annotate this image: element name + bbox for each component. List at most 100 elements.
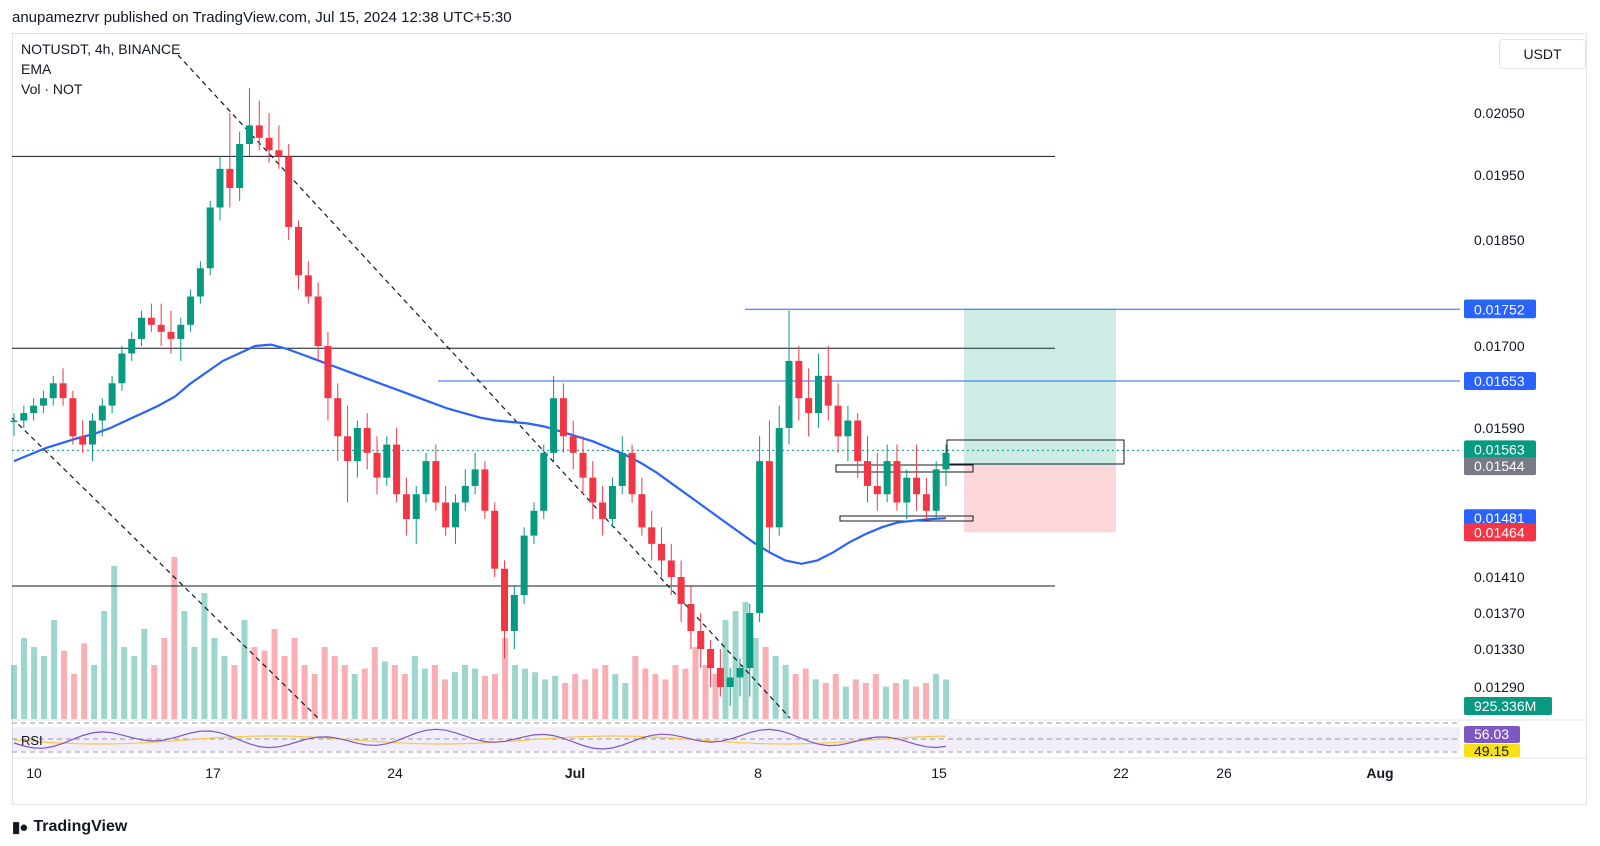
candle-body xyxy=(638,494,646,528)
volume-bar xyxy=(281,656,288,719)
volume-bar xyxy=(752,638,759,719)
candle-body xyxy=(520,535,528,595)
candle-body xyxy=(922,494,930,511)
rsi-badge-value: 56.03 xyxy=(1474,726,1509,742)
volume-bar xyxy=(471,668,478,719)
candle-body xyxy=(530,510,538,536)
candle-body xyxy=(59,383,67,399)
tradingview-logo-icon: ▮● xyxy=(12,819,28,836)
price-badge xyxy=(1464,372,1536,391)
volume-bar xyxy=(732,611,739,719)
candle-body xyxy=(756,461,764,613)
volume-bar xyxy=(31,647,38,719)
price-tick-label: 0.02050 xyxy=(1474,105,1525,121)
volume-bar xyxy=(592,668,599,719)
price-badge-value: 0.01464 xyxy=(1474,524,1525,540)
volume-bar xyxy=(401,674,408,719)
resistance-box xyxy=(835,464,974,473)
rsi-ma-line xyxy=(13,735,947,745)
candle-body xyxy=(834,405,842,437)
volume-bar xyxy=(832,674,839,719)
volume-bar xyxy=(421,668,428,719)
volume-bar xyxy=(922,683,929,719)
time-tick-label: 24 xyxy=(387,765,403,781)
volume-bar xyxy=(231,665,238,719)
legend-symbol[interactable]: NOTUSDT, 4h, BINANCE xyxy=(21,41,181,57)
stop-loss-zone xyxy=(964,466,1116,533)
currency-selector[interactable]: USDT xyxy=(1499,39,1586,69)
legend-volume[interactable]: Vol · NOT xyxy=(21,81,83,97)
candle-body xyxy=(648,527,656,544)
candle-body xyxy=(138,317,146,339)
volume-bar xyxy=(371,647,378,719)
volume-bar xyxy=(542,679,549,719)
candle-body xyxy=(196,268,204,297)
volume-bar xyxy=(21,638,28,719)
price-tick-label: 0.01330 xyxy=(1474,641,1525,657)
volume-bar xyxy=(81,643,88,719)
candle-body xyxy=(451,502,459,528)
volume-bar xyxy=(251,647,258,719)
candle-body xyxy=(785,360,793,428)
volume-bar xyxy=(512,665,519,719)
price-tick-label: 0.01370 xyxy=(1474,605,1525,621)
candle-body xyxy=(707,649,715,668)
volume-bar xyxy=(632,656,639,719)
candle-body xyxy=(334,398,342,437)
volume-bar xyxy=(391,665,398,719)
candle-body xyxy=(69,398,77,437)
volume-bar xyxy=(612,674,619,719)
candle-body xyxy=(589,477,597,503)
rsi-pane: RSI xyxy=(12,719,1587,759)
volume-bar xyxy=(892,683,899,719)
candle-body xyxy=(422,461,430,495)
volume-badge xyxy=(1464,697,1552,715)
candle-body xyxy=(657,543,665,561)
volume-bar xyxy=(602,665,609,719)
rsi-label: RSI xyxy=(21,733,43,748)
candle-body xyxy=(295,227,303,276)
tradingview-logo[interactable]: ▮● TradingView xyxy=(12,818,127,836)
volume-bar xyxy=(91,665,98,719)
volume-bar xyxy=(482,675,489,719)
candle-body xyxy=(20,413,28,421)
volume-bar xyxy=(582,679,589,719)
candle-body xyxy=(736,668,744,678)
candle-body xyxy=(275,150,283,157)
legend-ema[interactable]: EMA xyxy=(21,61,52,77)
volume-bar xyxy=(121,647,128,719)
time-tick-label: 10 xyxy=(26,765,42,781)
candle-body xyxy=(461,485,469,503)
price-badge xyxy=(1464,300,1536,319)
candle-body xyxy=(844,420,852,437)
volume-bar xyxy=(111,566,118,719)
candle-body xyxy=(873,485,881,495)
volume-bar xyxy=(181,611,188,719)
candle-body xyxy=(177,324,185,339)
volume-bar xyxy=(131,656,138,719)
candle-body xyxy=(206,207,214,269)
volume-bar xyxy=(71,674,78,719)
candle-body xyxy=(79,436,87,445)
candle-body xyxy=(510,595,518,631)
candle-body xyxy=(30,405,38,414)
price-badge-value: 0.01481 xyxy=(1474,510,1525,526)
price-tick-label: 0.01290 xyxy=(1474,679,1525,695)
volume-bar xyxy=(522,668,529,719)
volume-bar xyxy=(943,679,949,719)
time-tick-label: 26 xyxy=(1216,765,1232,781)
range-box xyxy=(946,439,1125,465)
volume-bar xyxy=(872,674,879,719)
time-tick-label: 8 xyxy=(754,765,762,781)
candle-body xyxy=(618,452,626,486)
volume-bar xyxy=(11,665,17,719)
volume-bar xyxy=(351,674,358,719)
candle-body xyxy=(501,568,509,631)
volume-bar xyxy=(742,602,749,719)
volume-bar xyxy=(822,683,829,719)
candle-body xyxy=(491,510,499,569)
candle-body xyxy=(746,613,754,668)
candle-body xyxy=(344,436,352,462)
volume-bar xyxy=(101,611,108,719)
